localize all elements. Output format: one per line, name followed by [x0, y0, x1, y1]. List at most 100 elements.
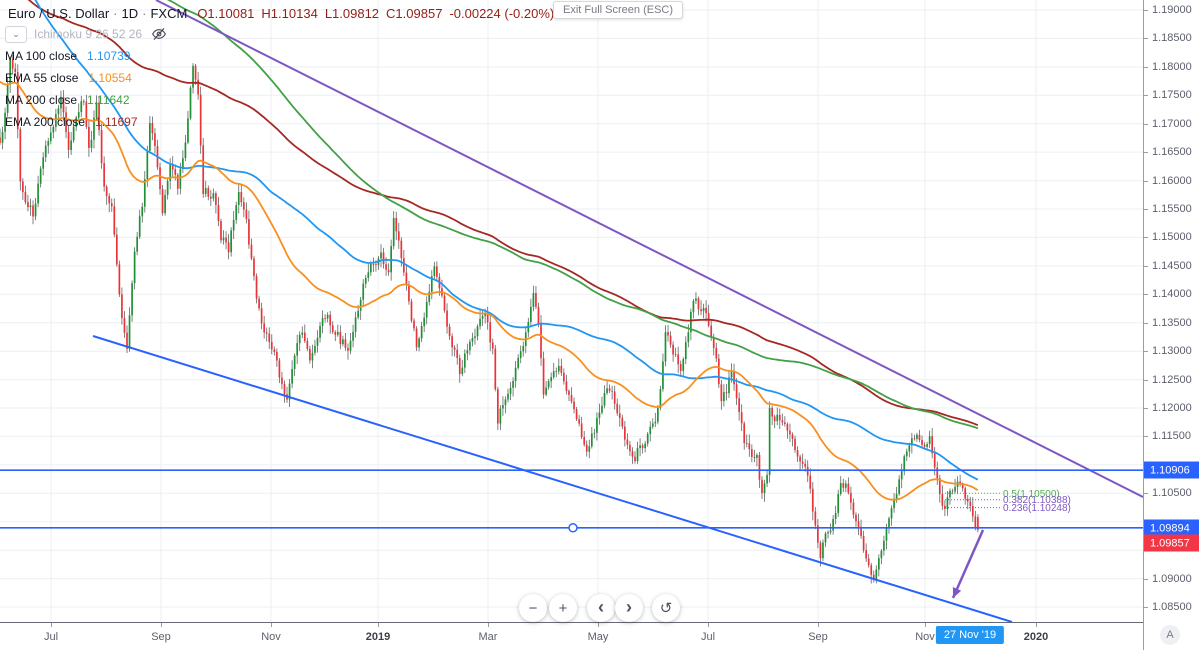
candle-body	[700, 309, 702, 312]
candle-body	[204, 188, 207, 194]
time-axis-label-May: May	[587, 631, 609, 643]
candle-body	[100, 130, 103, 164]
line-anchor-handle[interactable]	[568, 523, 578, 533]
candle-body	[433, 266, 436, 277]
reset-chart-button[interactable]: ↺	[652, 594, 680, 622]
candle-body	[451, 336, 453, 348]
candle-body	[916, 434, 918, 439]
ohlc-o: O1.10081	[197, 6, 255, 21]
scroll-left-button[interactable]: ‹	[587, 594, 615, 622]
arrow-shaft[interactable]	[951, 529, 985, 599]
candle-body	[336, 331, 339, 335]
candle-body	[179, 168, 182, 189]
candle-body	[169, 164, 172, 181]
candle-body	[926, 444, 928, 447]
arrow-annotation[interactable]	[951, 529, 985, 599]
candle-body	[260, 308, 263, 324]
candle-body	[349, 340, 352, 351]
hidden-eye-icon[interactable]	[151, 26, 167, 42]
time-axis-tick	[598, 623, 599, 627]
time-axis-label-Mar: Mar	[478, 631, 498, 643]
candle-body	[712, 337, 715, 348]
candle-body	[794, 438, 796, 451]
candle-body	[936, 467, 939, 479]
candle-body	[397, 231, 400, 241]
candle-body	[491, 342, 494, 349]
candle-body	[893, 498, 895, 509]
candle-body	[743, 423, 746, 444]
candle-body	[80, 101, 83, 113]
candle-body	[964, 488, 967, 499]
candle-body	[872, 574, 875, 580]
candle-body	[895, 494, 898, 499]
descending-channel-bottom[interactable]	[92, 335, 1013, 622]
legend-collapse-button[interactable]: ⌄	[5, 25, 27, 43]
time-axis-label-2020: 2020	[1023, 631, 1049, 643]
legend-row-ma-200-close[interactable]: MA 200 close 1.11642	[5, 91, 167, 109]
trendline-annotations[interactable]	[92, 0, 1143, 622]
price-axis-tick	[1144, 408, 1148, 409]
legend-row-ma-100-close[interactable]: MA 100 close 1.10739	[5, 47, 167, 65]
zoom-in-button[interactable]: +	[549, 594, 577, 622]
corner-a-badge[interactable]: A	[1160, 625, 1180, 645]
candle-body	[347, 347, 349, 351]
time-axis-tick	[271, 623, 272, 627]
candle-body	[11, 58, 14, 69]
legend-row-ema-55-close[interactable]: EMA 55 close 1.10554	[5, 69, 167, 87]
exchange-label: FXCM	[150, 6, 188, 21]
candle-body	[225, 237, 227, 243]
symbol-header[interactable]: Euro / U.S. Dollar · 1D · FXCM O1.10081 H1.101…	[8, 6, 561, 21]
candle-body	[88, 126, 90, 148]
candle-body	[852, 502, 855, 515]
candle-body	[596, 417, 598, 433]
fib-retracement[interactable]: 0.5(1.10500)0.382(1.10388)0.236(1.10248)	[945, 489, 1071, 514]
candle-body	[883, 540, 885, 551]
candle-body	[67, 131, 70, 150]
candle-body	[705, 307, 707, 313]
candle-body	[606, 388, 608, 393]
candle-body	[255, 276, 258, 299]
price-axis[interactable]: 1.19000 1.18500 1.18000 1.17500 1.17000 1.165…	[1143, 0, 1199, 622]
price-axis-tick	[1144, 351, 1148, 352]
legend-row-ema-200-close[interactable]: EMA 200 close 1.11697	[5, 113, 167, 131]
candle-body	[799, 456, 801, 462]
candle-body	[611, 390, 613, 392]
price-chart[interactable]: 0.5(1.10500)0.382(1.10388)0.236(1.10248)	[0, 0, 1143, 622]
candle-body	[514, 367, 517, 381]
time-axis-label-Nov: Nov	[261, 631, 281, 643]
scroll-right-button[interactable]: ›	[615, 594, 643, 622]
candle-body	[659, 389, 662, 408]
change-value: -0.00224 (-0.20%)	[449, 6, 555, 21]
candle-body	[641, 445, 644, 449]
zoom-out-button[interactable]: −	[519, 594, 547, 622]
candle-body	[623, 426, 626, 440]
descending-channel-top[interactable]	[155, 0, 1143, 498]
candle-body	[258, 298, 260, 309]
candle-body	[62, 96, 65, 113]
candle-body	[288, 383, 291, 400]
candle-body	[667, 332, 669, 336]
candle-body	[95, 102, 98, 118]
candle-body	[951, 490, 954, 492]
candle-body	[47, 141, 50, 146]
candle-body	[905, 451, 908, 457]
candle-body	[634, 456, 636, 462]
candle-body	[245, 209, 248, 220]
candle-body	[469, 341, 471, 351]
interval-label: 1D	[121, 6, 139, 21]
candle-body	[85, 101, 88, 127]
time-axis[interactable]: Jul Sep Nov 2019 Mar May Jul Sep Nov 2020 27 Nov '…	[0, 622, 1199, 650]
price-axis-label: 1.16500	[1152, 146, 1192, 158]
candle-body	[690, 311, 692, 333]
candle-body	[578, 419, 580, 424]
candle-body	[697, 298, 700, 310]
separator-dot: ·	[113, 6, 118, 21]
legend-row-ichimoku[interactable]: ⌄ Ichimoku 9 26 52 26	[5, 25, 167, 43]
candle-body	[723, 392, 725, 402]
candle-body	[839, 483, 842, 494]
candle-body	[108, 196, 111, 204]
ma-line-ema200	[27, 0, 979, 427]
candle-body	[344, 339, 347, 348]
candle-body	[242, 202, 245, 210]
horizontal-price-lines[interactable]	[0, 469, 1143, 533]
